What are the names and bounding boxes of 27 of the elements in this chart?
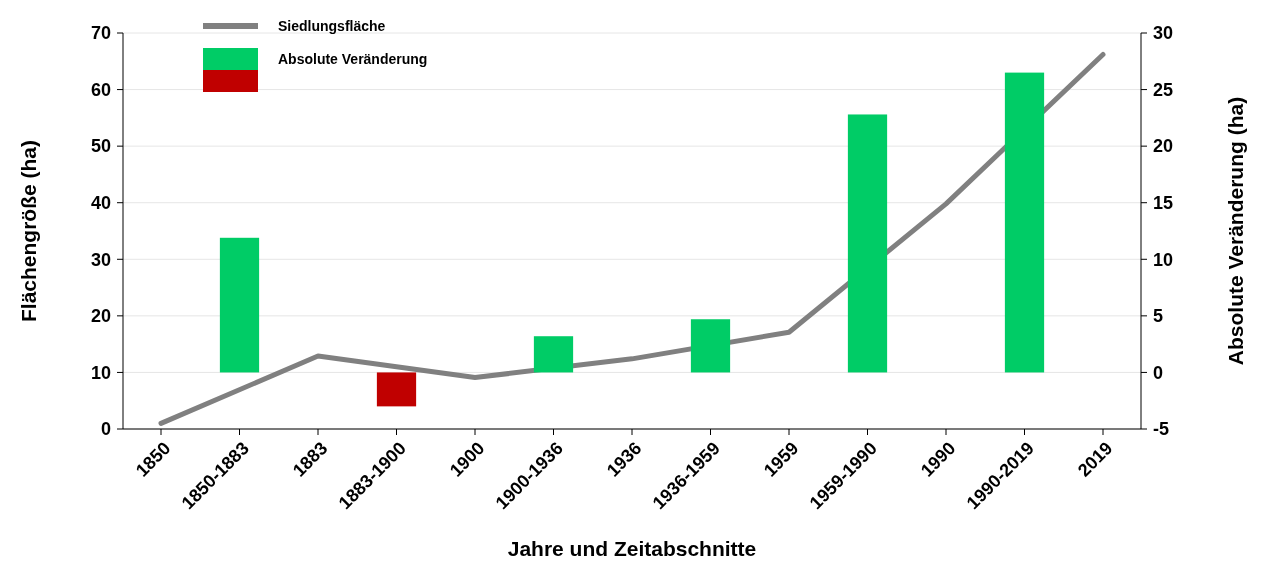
y-tick-label: 50 [90,136,111,157]
y2-axis-title: Absolute Veränderung (ha) [1224,96,1248,366]
y2-tick-label: 30 [1153,23,1174,44]
bar [376,372,417,407]
y-tick-label: 20 [90,306,111,327]
legend-label: Absolute Veränderung [278,50,428,67]
bar [219,237,260,373]
y-axis-title: Flächengröße (ha) [17,139,40,323]
y2-tick-label: 15 [1153,193,1174,214]
bar [847,114,888,373]
x-axis-title: Jahre und Zeitabschnitte [507,537,757,560]
y2-tick-label: 20 [1153,136,1174,157]
y-tick-label: 60 [90,79,111,100]
y-tick-label: 30 [90,249,111,270]
y2-tick-label: -5 [1153,419,1170,440]
y-tick-label: 0 [100,419,111,440]
y-tick-label: 70 [90,23,111,44]
y2-tick-label: 10 [1153,249,1174,270]
y-tick-label: 10 [90,362,111,383]
y2-tick-label: 25 [1153,79,1174,100]
legend-label: Siedlungsfläche [278,17,386,34]
bar [533,336,574,373]
bar [690,319,731,373]
bar [1004,72,1045,373]
y2-tick-label: 5 [1153,306,1164,327]
y2-tick-label: 0 [1153,362,1164,383]
y-tick-label: 40 [90,193,111,214]
